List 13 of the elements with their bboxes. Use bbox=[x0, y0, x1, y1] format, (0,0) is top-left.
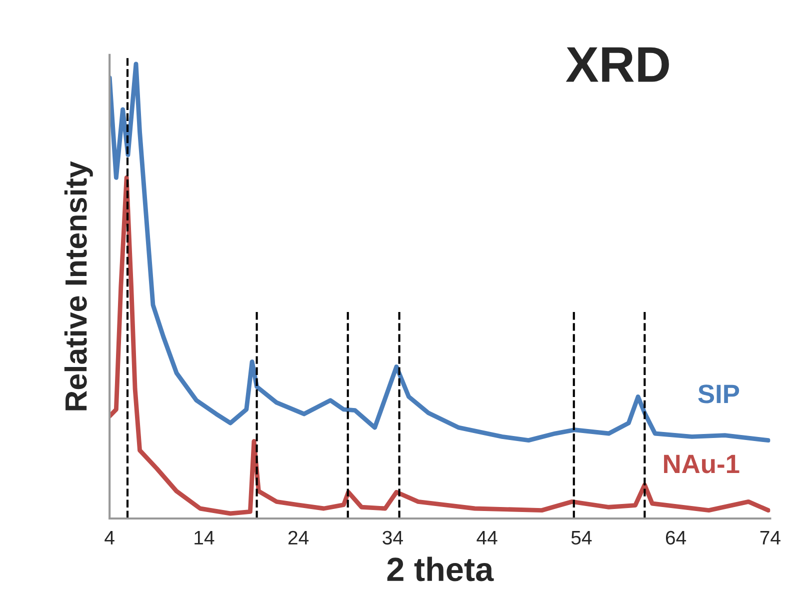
x-tick-label: 44 bbox=[476, 531, 498, 544]
x-tick-label: 64 bbox=[666, 530, 686, 545]
chart-title: XRD bbox=[566, 47, 669, 82]
x-tick-label: 4 bbox=[104, 531, 114, 544]
x-tick-label: 14 bbox=[194, 531, 214, 544]
series-label: NAu-1 bbox=[664, 454, 740, 474]
y-axis-title: Relative Intensity bbox=[64, 161, 93, 410]
x-axis-title: 2 theta bbox=[387, 556, 494, 582]
x-tick-label: 54 bbox=[571, 531, 592, 545]
series-label: SIP bbox=[698, 384, 740, 404]
x-tick-label: 24 bbox=[288, 530, 309, 544]
x-tick-label: 34 bbox=[382, 530, 403, 545]
x-tick-label: 74 bbox=[760, 531, 780, 544]
